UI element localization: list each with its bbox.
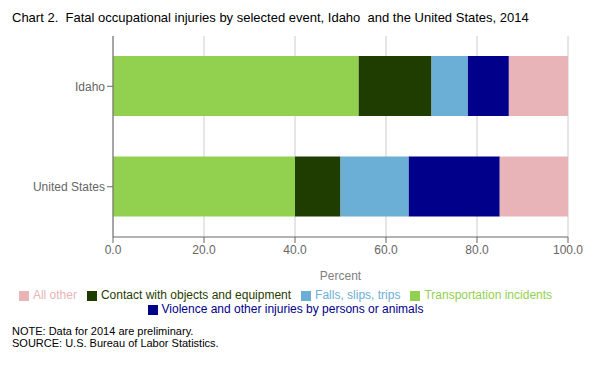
html-text:NOTE: Data for 2014 are prelim: NOTE: Data for 2014 are preliminary. [12,325,194,337]
html-text:Violence and other injuries by: Violence and other injuries by persons o… [161,302,424,316]
html-text:SOURCE: U.S. Bureau of Labor S: SOURCE: U.S. Bureau of Labor Statistics. [12,337,219,349]
svg-text:0.0: 0.0 [105,243,122,257]
svg-text:100.0: 100.0 [553,243,583,257]
svg-text:40.0: 40.0 [283,243,307,257]
html-text:Contact with objects and equip: Contact with objects and equipment [101,288,292,302]
html-text:Chart 2. Fatal occupational in: Chart 2. Fatal occupational injuries by … [12,10,529,25]
svg-text:20.0: 20.0 [192,243,216,257]
svg-text:Percent: Percent [320,269,362,283]
html-text:All other: All other [32,288,77,302]
svg-text:United States: United States [33,180,105,194]
html-text:Falls, slips, trips: Falls, slips, trips [315,288,401,302]
svg-text:60.0: 60.0 [374,243,398,257]
svg-text:80.0: 80.0 [465,243,489,257]
svg-text:Idaho: Idaho [75,80,105,94]
html-text:Transportation incidents: Transportation incidents [424,288,553,302]
